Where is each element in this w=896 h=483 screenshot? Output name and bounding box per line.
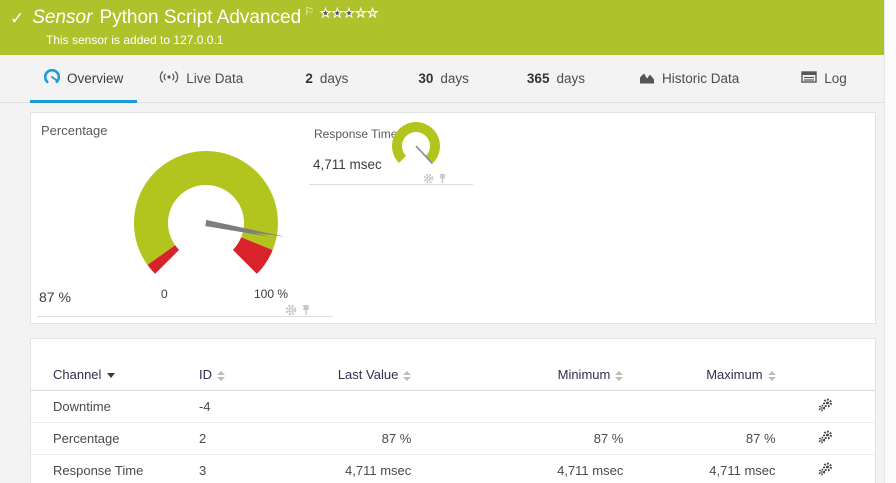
channel-last-value: [291, 390, 418, 423]
tab-historic-data[interactable]: Historic Data: [625, 55, 753, 103]
log-icon: [801, 70, 817, 87]
gauge-cell-divider: [309, 184, 473, 185]
channel-name: Response Time: [31, 454, 199, 483]
tab-label: Live Data: [186, 71, 244, 86]
tab-label: days: [556, 71, 585, 86]
channel-maximum: 87 %: [629, 422, 782, 455]
tab-bar: Overview Live Data 2 days 30 days 365: [0, 55, 884, 103]
gauge-max-label: 100 %: [254, 287, 289, 301]
gauge-settings-icon[interactable]: [285, 303, 297, 321]
historic-chart-icon: [639, 70, 655, 88]
channels-panel: Channel ID Last Value Minimum Maximum Do…: [30, 338, 876, 483]
star-filled-icon[interactable]: ★: [331, 6, 344, 21]
column-header-id[interactable]: ID: [198, 359, 292, 391]
table-row-response-time[interactable]: Response Time 3 4,711 msec 4,711 msec 4,…: [31, 454, 875, 483]
tab-label: Log: [824, 71, 847, 86]
gauge-cell-divider: [37, 316, 333, 317]
sensor-title: Python Script Advanced: [99, 7, 302, 28]
channel-last-value: 87 %: [291, 422, 418, 455]
tab-label: Overview: [67, 71, 124, 86]
window-edge-strip: [884, 0, 896, 483]
gauge-needle: [415, 145, 433, 165]
live-data-icon: [159, 69, 179, 88]
channel-id: 3: [198, 454, 292, 483]
star-filled-icon[interactable]: ★: [320, 6, 332, 21]
channel-id: -4: [198, 390, 292, 423]
response-time-value: 4,711 msec: [313, 157, 382, 172]
sort-desc-icon: [107, 373, 116, 379]
gauge-icon: [43, 68, 61, 88]
star-filled-icon[interactable]: ★: [343, 6, 356, 21]
tab-label: Historic Data: [661, 71, 740, 86]
channel-minimum: [417, 390, 630, 423]
star-empty-icon[interactable]: ★: [367, 6, 379, 21]
priority-stars[interactable]: ★★★★★: [320, 6, 379, 21]
channel-name: Downtime: [31, 390, 199, 423]
tab-label: days: [440, 71, 469, 86]
sort-icon: [403, 370, 412, 381]
channel-minimum: 4,711 msec: [417, 454, 630, 483]
tab-number: 365: [526, 71, 550, 86]
sort-icon: [216, 370, 225, 381]
sort-icon: [615, 370, 624, 381]
tab-365-days[interactable]: 365 days: [513, 55, 599, 103]
pin-icon[interactable]: [438, 171, 447, 189]
table-row-downtime[interactable]: Downtime -4: [31, 390, 875, 423]
gauge-settings-icon[interactable]: [423, 171, 434, 189]
status-ok-icon: ✓: [10, 9, 25, 28]
channel-settings-icon[interactable]: [818, 462, 833, 479]
column-header-settings: [781, 359, 875, 391]
channel-minimum: 87 %: [417, 422, 630, 455]
tab-30-days[interactable]: 30 days: [404, 55, 483, 103]
channel-settings-icon[interactable]: [818, 398, 833, 415]
star-empty-icon[interactable]: ★: [355, 6, 368, 21]
tab-number: 2: [305, 71, 313, 86]
column-header-channel[interactable]: Channel: [31, 359, 199, 391]
channel-last-value: 4,711 msec: [291, 454, 418, 483]
channel-maximum: 4,711 msec: [629, 454, 782, 483]
sort-icon: [767, 370, 776, 381]
column-header-last-value[interactable]: Last Value: [291, 359, 418, 391]
response-time-title: Response Time: [314, 127, 398, 141]
tab-2-days[interactable]: 2 days: [291, 55, 362, 103]
tab-live-data[interactable]: Live Data: [145, 55, 257, 103]
sensor-type-label: Sensor: [32, 7, 93, 28]
channel-id: 2: [198, 422, 292, 455]
table-row-percentage[interactable]: Percentage 2 87 % 87 % 87 %: [31, 422, 875, 455]
flag-icon[interactable]: ⚐: [304, 6, 315, 18]
sensor-banner: ✓ Sensor Python Script Advanced ⚐ ★★★★★ …: [0, 0, 884, 55]
pin-icon[interactable]: [301, 303, 311, 321]
percentage-gauge-title: Percentage: [41, 123, 108, 138]
channels-table: Channel ID Last Value Minimum Maximum Do…: [31, 359, 875, 483]
percentage-gauge: [133, 151, 285, 274]
tab-number: 30: [418, 71, 434, 86]
tab-overview[interactable]: Overview: [30, 55, 138, 103]
gauge-min-label: 0: [161, 287, 168, 301]
tab-label: days: [319, 71, 349, 86]
percentage-value: 87 %: [39, 289, 71, 305]
channel-settings-icon[interactable]: [818, 430, 833, 447]
tab-log[interactable]: Log: [787, 55, 861, 103]
column-header-minimum[interactable]: Minimum: [417, 359, 630, 391]
channel-name: Percentage: [31, 422, 199, 455]
gauges-panel: Percentage 0 100 % 87 %: [30, 112, 876, 324]
channel-maximum: [629, 390, 782, 423]
table-header-row: Channel ID Last Value Minimum Maximum: [31, 359, 875, 391]
column-header-maximum[interactable]: Maximum: [629, 359, 782, 391]
response-time-gauge: [392, 122, 440, 165]
sensor-subtitle: This sensor is added to 127.0.0.1: [46, 33, 224, 47]
